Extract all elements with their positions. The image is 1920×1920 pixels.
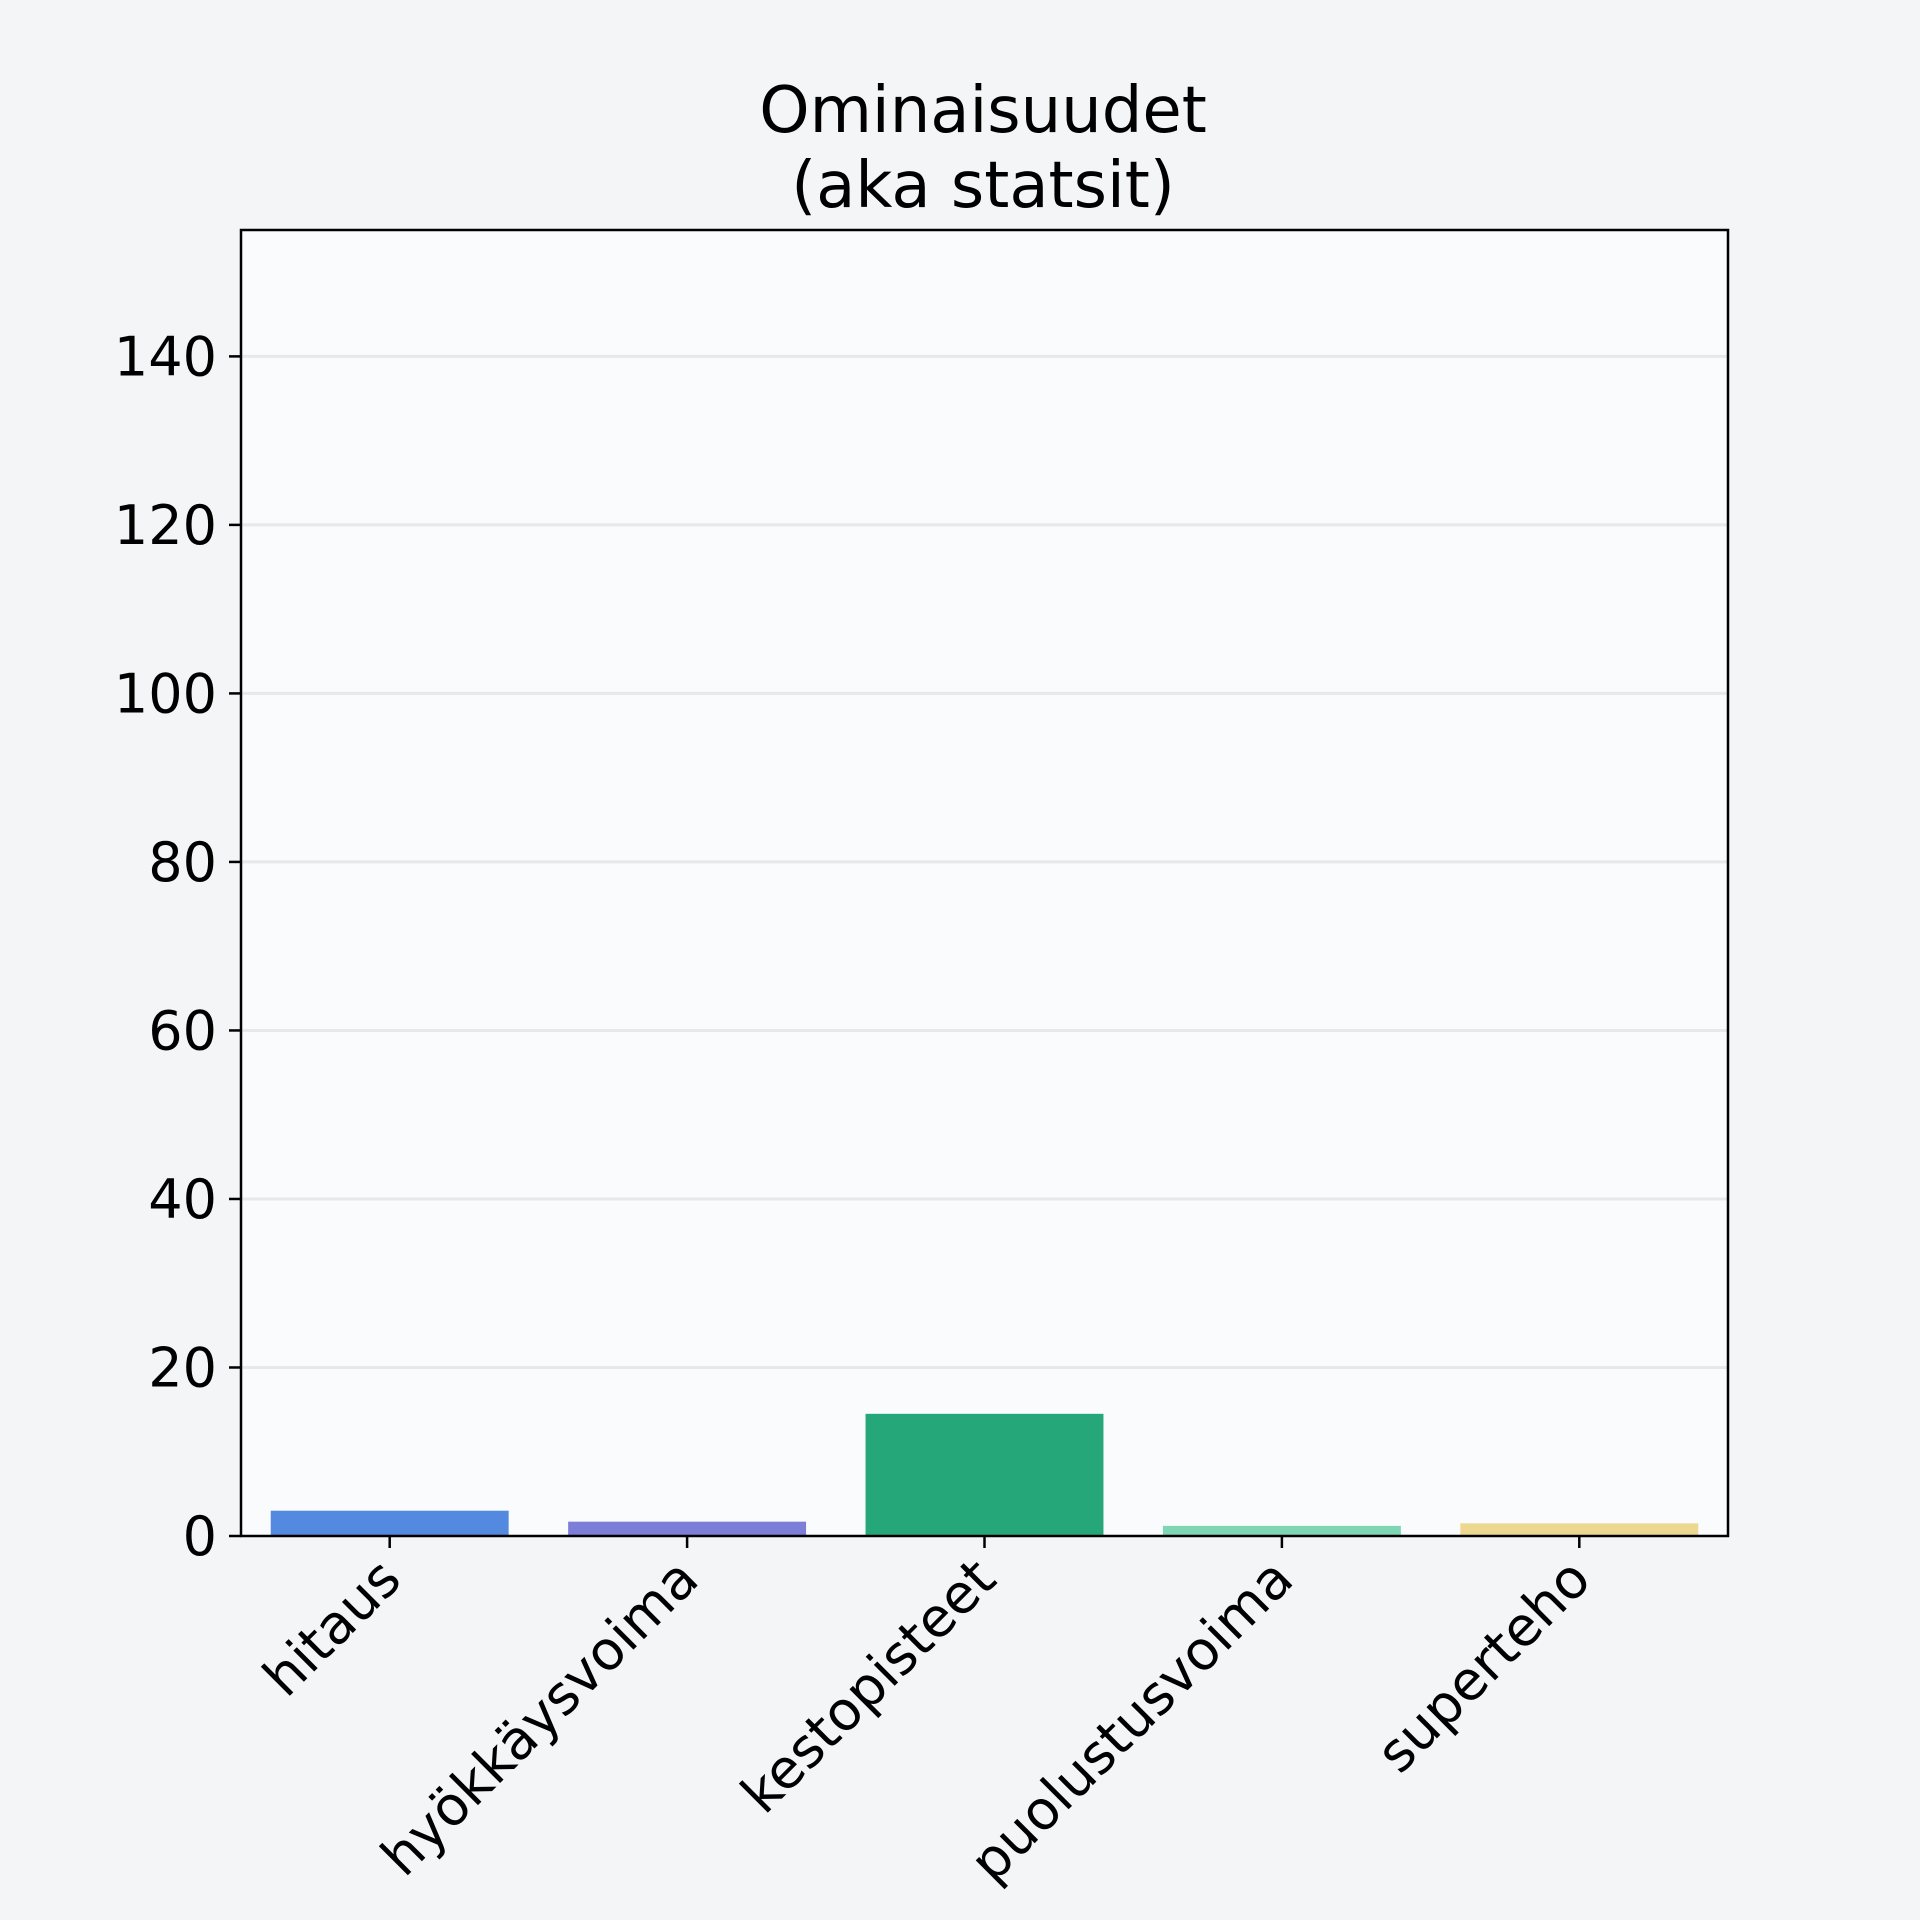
y-tick-label-120: 120 [114, 494, 217, 557]
bar-kestopisteet [865, 1413, 1104, 1536]
x-tick-label-kestopisteet: kestopisteet [729, 1547, 1008, 1826]
y-tick-label-140: 140 [114, 325, 217, 388]
chart-title-line-2: (aka statsit) [791, 149, 1175, 223]
y-tick-label-40: 40 [148, 1168, 217, 1231]
y-tick-label-20: 20 [148, 1336, 217, 1399]
x-tick-label-superteho: superteho [1364, 1547, 1602, 1785]
x-tick-label-hitaus: hitaus [251, 1547, 413, 1709]
y-tick-label-80: 80 [148, 831, 217, 894]
bar-superteho [1460, 1523, 1699, 1536]
bars [270, 1413, 1699, 1536]
y-tick-label-60: 60 [148, 999, 217, 1062]
bar-hitaus [270, 1510, 509, 1536]
bar-hyökkäysvoima [568, 1521, 807, 1536]
y-tick-label-0: 0 [183, 1505, 217, 1568]
y-axis: 0 20 40 60 80 100 120 140 [114, 325, 241, 1568]
bar-puolustusvoima [1162, 1525, 1401, 1536]
x-tick-label-hyökkäysvoima: hyökkäysvoima [369, 1547, 710, 1888]
x-tick-label-puolustusvoima: puolustusvoima [958, 1547, 1305, 1894]
chart-title-line-1: Ominaisuudet [759, 74, 1207, 148]
y-tick-label-100: 100 [114, 662, 217, 725]
plot-area [241, 230, 1728, 1536]
gridlines [241, 354, 1728, 1369]
chart-title: Ominaisuudet (aka statsit) [759, 74, 1207, 223]
